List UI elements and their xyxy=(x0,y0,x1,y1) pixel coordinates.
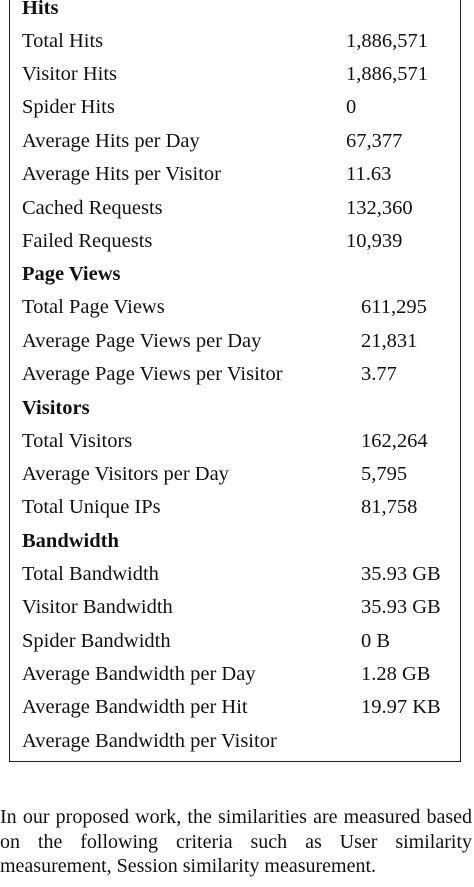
section-heading-page-views: Page Views xyxy=(22,263,121,285)
row-label: Total Visitors xyxy=(22,430,133,452)
row-label: Total Unique IPs xyxy=(22,496,161,518)
row-label: Average Bandwidth per Visitor xyxy=(22,730,277,752)
row-value: 0 B xyxy=(361,630,391,652)
row-value: 5,795 xyxy=(361,463,408,485)
row-value: 10,939 xyxy=(346,230,403,252)
row-value: 35.93 GB xyxy=(361,596,441,618)
row-value: 81,758 xyxy=(361,496,418,518)
row-value: 1,886,571 xyxy=(346,30,428,52)
table-row: Total Unique IPs 81,758 xyxy=(10,491,460,524)
row-label: Average Hits per Day xyxy=(22,130,200,152)
table-row: Visitor Hits 1,886,571 xyxy=(10,58,460,91)
row-label: Total Hits xyxy=(22,30,104,52)
row-label: Average Hits per Visitor xyxy=(22,163,221,185)
row-label: Failed Requests xyxy=(22,230,153,252)
table-row: Spider Bandwidth 0 B xyxy=(10,625,460,658)
table-row: Total Page Views 611,295 xyxy=(10,291,460,324)
row-label: Visitor Hits xyxy=(22,63,118,85)
row-label: Total Bandwidth xyxy=(22,563,159,585)
row-label: Spider Hits xyxy=(22,96,115,118)
section-heading-hits: Hits xyxy=(22,0,59,19)
row-label: Average Page Views per Visitor xyxy=(22,363,283,385)
row-value: 1,886,571 xyxy=(346,63,428,85)
table-row: Average Page Views per Visitor 3.77 xyxy=(10,358,460,391)
row-label: Average Page Views per Day xyxy=(22,330,262,352)
table-row: Average Bandwidth per Day 1.28 GB xyxy=(10,658,460,691)
row-value: 611,295 xyxy=(361,296,427,318)
row-value: 67,377 xyxy=(346,130,403,152)
section-heading-bandwidth: Bandwidth xyxy=(22,530,119,552)
row-value: 11.63 xyxy=(346,163,392,185)
section-heading-visitors: Visitors xyxy=(22,397,90,419)
row-value: 132,360 xyxy=(346,197,413,219)
table-row: Spider Hits 0 xyxy=(10,91,460,124)
row-label: Average Visitors per Day xyxy=(22,463,229,485)
table-row: Average Visitors per Day 5,795 xyxy=(10,458,460,491)
row-label: Visitor Bandwidth xyxy=(22,596,173,618)
row-value: 0 xyxy=(346,96,357,118)
table-row: Total Visitors 162,264 xyxy=(10,425,460,458)
table-row: Average Bandwidth per Visitor xyxy=(10,725,460,758)
table-row: Failed Requests 10,939 xyxy=(10,225,460,258)
row-label: Average Bandwidth per Hit xyxy=(22,696,248,718)
row-value: 21,831 xyxy=(361,330,418,352)
table-row: Visitor Bandwidth 35.93 GB xyxy=(10,591,460,624)
table-row: Total Bandwidth 35.93 GB xyxy=(10,558,460,591)
table-row: Average Hits per Day 67,377 xyxy=(10,125,460,158)
row-label: Average Bandwidth per Day xyxy=(22,663,256,685)
statistics-table: Hits Total Hits 1,886,571 Visitor Hits 1… xyxy=(9,0,461,762)
row-value: 35.93 GB xyxy=(361,563,441,585)
row-value: 19.97 KB xyxy=(361,696,441,718)
table-row: Cached Requests 132,360 xyxy=(10,192,460,225)
row-label: Spider Bandwidth xyxy=(22,630,171,652)
row-label: Total Page Views xyxy=(22,296,165,318)
table-row: Average Bandwidth per Hit 19.97 KB xyxy=(10,691,460,724)
row-value: 162,264 xyxy=(361,430,428,452)
table-row: Average Page Views per Day 21,831 xyxy=(10,325,460,358)
row-value: 3.77 xyxy=(361,363,397,385)
table-row: Average Hits per Visitor 11.63 xyxy=(10,158,460,191)
body-paragraph: In our proposed work, the similarities a… xyxy=(0,806,472,877)
row-value: 1.28 GB xyxy=(361,663,431,685)
row-label: Cached Requests xyxy=(22,197,163,219)
table-row: Total Hits 1,886,571 xyxy=(10,25,460,58)
